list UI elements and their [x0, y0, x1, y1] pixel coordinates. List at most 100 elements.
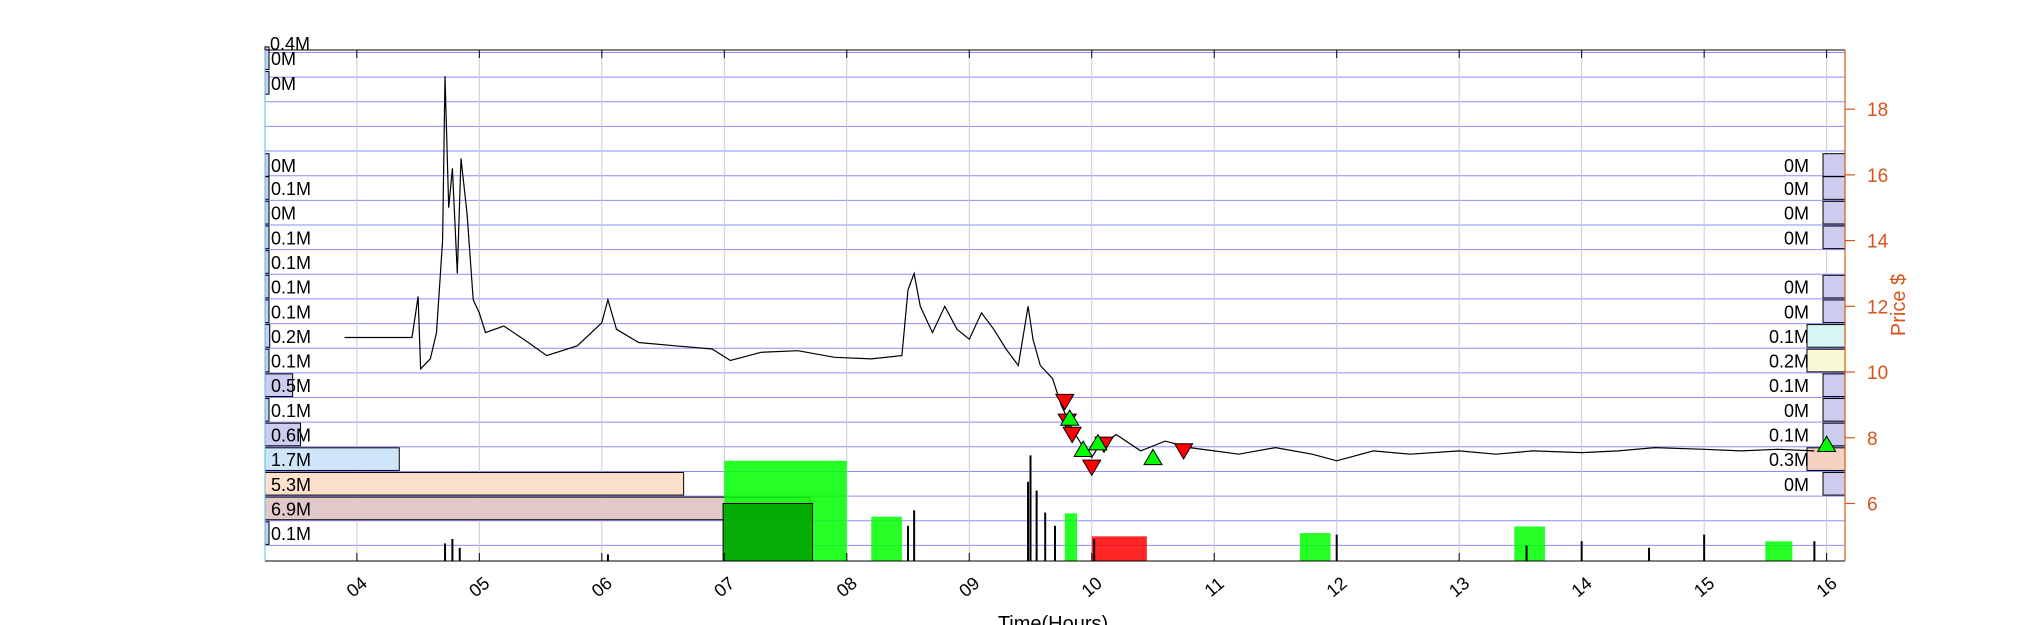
left-profile-label: 0.1M — [271, 253, 311, 273]
right-profile-label: 0.2M — [1769, 352, 1809, 372]
volume-bars — [444, 455, 1816, 562]
right-profile-label: 0M — [1784, 228, 1809, 248]
x-tick-label: 11 — [1201, 573, 1228, 600]
top-volume-label: 0.4M — [270, 34, 310, 54]
left-profile-label: 5.3M — [271, 475, 311, 495]
right-tick-label: 6 — [1867, 494, 1878, 515]
x-tick-label: 12 — [1323, 573, 1351, 601]
volume-block — [1299, 533, 1331, 561]
x-tick-label: 15 — [1690, 573, 1718, 601]
right-tick-label: 12 — [1867, 297, 1888, 318]
right-tick-label: 8 — [1867, 429, 1878, 450]
left-profile-bar — [264, 176, 270, 200]
volume-block — [1765, 541, 1793, 561]
right-profile-label: 0.1M — [1769, 327, 1809, 347]
left-profile-label: 0.1M — [271, 228, 311, 248]
volume-block — [1514, 526, 1545, 561]
right-profile-bar — [1822, 299, 1846, 324]
left-profile-label: 0.1M — [271, 278, 311, 298]
buy-marker — [1073, 440, 1094, 457]
volume-block — [1064, 513, 1078, 561]
trade-markers — [1054, 393, 1837, 477]
left-profile-bar — [264, 250, 270, 274]
price-line — [344, 76, 1815, 462]
right-profile-bar — [1822, 274, 1846, 299]
left-profile-bar — [264, 71, 270, 95]
right-tick-label: 14 — [1867, 232, 1889, 253]
x-tick-label: 04 — [343, 573, 371, 601]
right-profile-label: 0M — [1784, 179, 1809, 199]
x-tick-label: 07 — [710, 573, 738, 601]
x-tick-label: 13 — [1445, 573, 1473, 601]
right-profile-bar — [1806, 324, 1846, 348]
right-profile-bar — [1822, 225, 1846, 250]
left-profile-label: 0M — [271, 204, 296, 224]
left-profile-bar — [264, 200, 270, 225]
x-tick-label: 09 — [955, 573, 983, 601]
grid-bands — [265, 51, 1845, 546]
left-profile-bar — [264, 324, 271, 348]
sell-marker — [1062, 426, 1083, 444]
left-profile-label: 0.5M — [271, 376, 311, 396]
right-profile-label: 0M — [1784, 475, 1809, 495]
left-profile-bar — [264, 471, 685, 496]
left-profile-bar — [264, 398, 270, 422]
x-axis-label: Time(Hours) — [998, 613, 1108, 625]
sell-marker — [1173, 443, 1194, 460]
y-axis-label: Price $ — [1888, 274, 1910, 336]
x-tick-label: 08 — [833, 573, 861, 601]
right-profile-bar — [1822, 176, 1846, 200]
right-tick-labels: 6 8 10 12 14 16 18 — [1845, 100, 1889, 515]
sell-marker — [1081, 459, 1102, 477]
left-profile-label: 0.1M — [271, 179, 311, 199]
right-tick-label: 10 — [1867, 363, 1888, 384]
left-profile-bar — [264, 299, 270, 324]
left-profile-bar — [264, 274, 270, 299]
left-profile-label: 0.1M — [271, 352, 311, 372]
left-volume-profile: 0M 0M 0M 0.1M 0M 0.1M 0.1M 0.1M 0.1M 0.2M 0.1M 0.5M… — [264, 46, 811, 545]
left-profile-label: 0M — [271, 74, 296, 94]
right-profile-label: 0M — [1784, 302, 1809, 322]
right-profile-label: 0M — [1784, 156, 1809, 176]
left-profile-label: 0.1M — [271, 302, 311, 322]
left-profile-label: 0.1M — [271, 401, 311, 421]
right-profile-bar — [1822, 200, 1846, 225]
right-profile-label: 0.1M — [1769, 425, 1809, 445]
left-profile-label: 6.9M — [271, 499, 311, 519]
right-tick-label: 18 — [1867, 100, 1888, 121]
buy-marker — [1087, 433, 1108, 451]
right-profile-bar — [1822, 373, 1846, 398]
right-profile-label: 0M — [1784, 278, 1809, 298]
price-series-line — [344, 76, 1815, 462]
right-profile-bar — [1822, 153, 1846, 177]
right-profile-bar — [1822, 398, 1846, 422]
buy-marker — [1816, 435, 1837, 453]
right-profile-label: 0M — [1784, 401, 1809, 421]
right-profile-label: 0.1M — [1769, 376, 1809, 396]
right-profile-label: 0M — [1784, 204, 1809, 224]
right-profile-label: 0.3M — [1769, 450, 1809, 470]
left-profile-label: 0.1M — [271, 524, 311, 544]
right-tick-label: 16 — [1867, 166, 1888, 187]
left-profile-bar — [264, 153, 270, 177]
x-tick-label: 14 — [1568, 573, 1596, 601]
left-profile-label: 0.2M — [271, 327, 311, 347]
volume-block — [722, 502, 813, 562]
x-tick-label: 16 — [1813, 573, 1841, 601]
volume-block — [871, 516, 902, 561]
left-profile-label: 0.6M — [271, 425, 311, 445]
left-profile-label: 0M — [271, 156, 296, 176]
buy-marker — [1143, 448, 1163, 466]
left-profile-label: 1.7M — [271, 450, 311, 470]
x-tick-label: 10 — [1078, 573, 1106, 601]
sell-marker — [1054, 393, 1075, 411]
right-profile-bar — [1806, 348, 1846, 373]
x-tick-label: 06 — [588, 573, 616, 601]
left-profile-bar — [264, 521, 270, 545]
left-profile-label: 0M — [271, 49, 296, 69]
right-profile-bar — [1822, 471, 1846, 496]
volume-block — [1091, 536, 1147, 561]
x-tick-label: 05 — [465, 573, 493, 601]
left-profile-bar — [264, 348, 270, 373]
